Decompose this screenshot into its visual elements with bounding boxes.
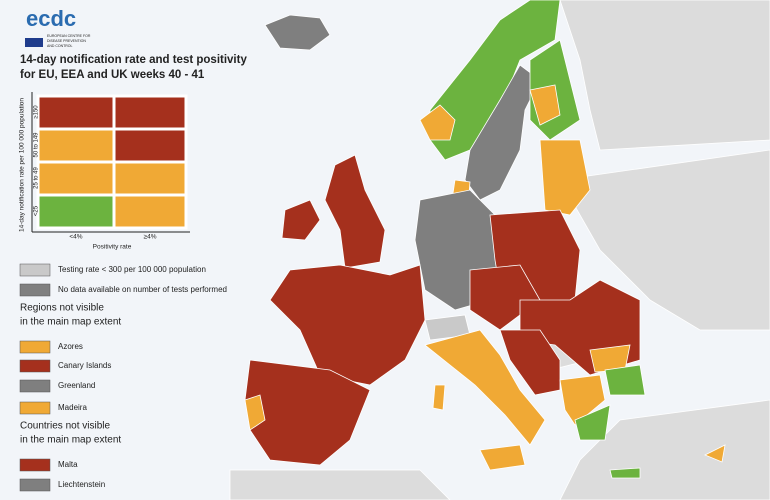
row-label: 25 to 49 — [34, 166, 40, 188]
matrix-cell — [36, 127, 116, 164]
matrix-cell — [112, 94, 188, 131]
logo: ecdc — [26, 6, 76, 31]
legend-label: Greenland — [58, 381, 95, 390]
matrix-cell — [112, 127, 188, 164]
row-label: ≥150 — [34, 105, 40, 119]
title: for EU, EEA and UK weeks 40 - 41 — [20, 69, 205, 81]
column-label: <4% — [69, 234, 82, 241]
legend-label: Testing rate < 300 per 100 000 populatio… — [58, 265, 206, 274]
legend-swatch — [19, 401, 51, 415]
row-label: <25 — [34, 205, 40, 216]
legend-label: Liechtenstein — [58, 480, 105, 489]
matrix-cell — [36, 193, 116, 230]
legend: Testing rate < 300 per 100 000 populatio… — [19, 263, 227, 492]
column-label: ≥4% — [144, 234, 157, 241]
title: 14-day notification rate and test positi… — [20, 54, 247, 66]
legend-label: No data available on number of tests per… — [58, 285, 227, 294]
matrix-cell — [112, 193, 188, 230]
row-label: 50 to 149 — [34, 132, 40, 158]
legend-label: Madeira — [58, 403, 87, 412]
matrix: 14-day notification rate per 100 000 pop… — [19, 92, 190, 251]
legend-heading: in the main map extent — [20, 317, 121, 328]
x-axis-label: Positivity rate — [93, 244, 132, 251]
legend-label: Canary Islands — [58, 361, 111, 370]
legend-swatch — [19, 359, 51, 373]
matrix-cell — [36, 160, 116, 197]
legend-swatch — [19, 263, 51, 277]
legend-heading: in the main map extent — [20, 435, 121, 446]
logo-subtitle: DISEASE PREVENTION — [47, 39, 86, 43]
legend-swatch — [19, 340, 51, 354]
legend-heading: Countries not visible — [20, 421, 110, 432]
legend-swatch — [19, 458, 51, 472]
legend-heading: Regions not visible — [20, 303, 104, 314]
eu-flag — [25, 38, 43, 47]
matrix-cell — [36, 94, 116, 131]
legend-swatch — [19, 379, 51, 393]
map — [229, 0, 770, 500]
legend-swatch — [19, 478, 51, 492]
y-axis-label: 14-day notification rate per 100 000 pop… — [19, 98, 26, 232]
legend-label: Malta — [58, 460, 78, 469]
legend-label: Azores — [58, 342, 83, 351]
logo-subtitle: EUROPEAN CENTRE FOR — [47, 34, 91, 38]
matrix-cell — [112, 160, 188, 197]
legend-swatch — [19, 283, 51, 297]
logo-subtitle: AND CONTROL — [47, 44, 73, 48]
